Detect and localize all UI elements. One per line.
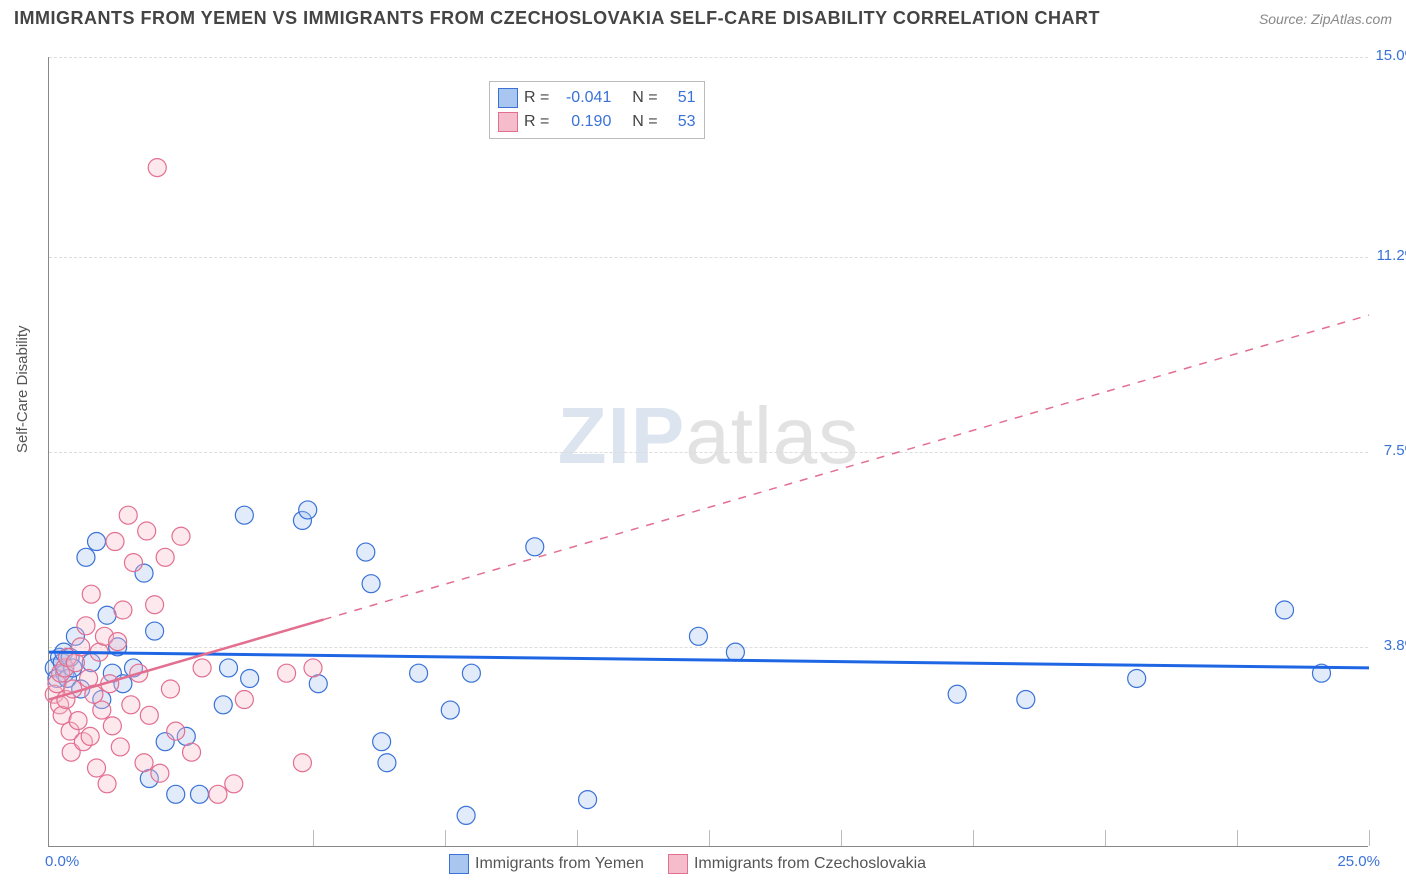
tick-v bbox=[1369, 830, 1370, 846]
data-point-czech bbox=[161, 680, 179, 698]
data-point-czech bbox=[103, 717, 121, 735]
series-legend: Immigrants from Yemen Immigrants from Cze… bbox=[449, 854, 926, 874]
data-point-czech bbox=[151, 764, 169, 782]
stat-row-yemen: R =-0.041 N = 51 bbox=[498, 86, 696, 110]
data-point-yemen bbox=[362, 575, 380, 593]
x-tick-min: 0.0% bbox=[45, 853, 79, 870]
r-label: R = bbox=[524, 110, 549, 134]
data-point-yemen bbox=[220, 659, 238, 677]
data-point-czech bbox=[209, 785, 227, 803]
data-point-yemen bbox=[373, 733, 391, 751]
data-point-czech bbox=[193, 659, 211, 677]
legend-item-czech: Immigrants from Czechoslovakia bbox=[668, 854, 926, 874]
y-axis-label: Self-Care Disability bbox=[14, 325, 31, 453]
source-label: Source: ZipAtlas.com bbox=[1259, 11, 1392, 27]
data-point-czech bbox=[167, 722, 185, 740]
r-value: 0.190 bbox=[555, 110, 611, 134]
scatter-svg bbox=[49, 57, 1368, 846]
swatch-yemen bbox=[498, 88, 518, 108]
n-label: N = bbox=[632, 110, 657, 134]
data-point-yemen bbox=[689, 627, 707, 645]
legend-item-yemen: Immigrants from Yemen bbox=[449, 854, 644, 874]
data-point-yemen bbox=[726, 643, 744, 661]
data-point-yemen bbox=[77, 548, 95, 566]
trendline-czech-dash bbox=[324, 315, 1369, 619]
data-point-czech bbox=[106, 533, 124, 551]
data-point-czech bbox=[146, 596, 164, 614]
data-point-czech bbox=[225, 775, 243, 793]
data-point-czech bbox=[98, 775, 116, 793]
r-label: R = bbox=[524, 86, 549, 110]
legend-label: Immigrants from Czechoslovakia bbox=[694, 855, 926, 873]
data-point-czech bbox=[138, 522, 156, 540]
data-point-czech bbox=[114, 601, 132, 619]
data-point-czech bbox=[77, 617, 95, 635]
data-point-czech bbox=[81, 727, 99, 745]
data-point-czech bbox=[119, 506, 137, 524]
data-point-yemen bbox=[146, 622, 164, 640]
data-point-czech bbox=[124, 554, 142, 572]
swatch-czech bbox=[498, 112, 518, 132]
data-point-yemen bbox=[948, 685, 966, 703]
data-point-czech bbox=[109, 633, 127, 651]
data-point-czech bbox=[93, 701, 111, 719]
n-value: 51 bbox=[664, 86, 696, 110]
stats-legend: R =-0.041 N = 51 R =0.190 N = 53 bbox=[489, 81, 705, 139]
data-point-yemen bbox=[526, 538, 544, 556]
swatch-yemen-icon bbox=[449, 854, 469, 874]
data-point-czech bbox=[69, 712, 87, 730]
data-point-czech bbox=[135, 754, 153, 772]
data-point-yemen bbox=[167, 785, 185, 803]
data-point-czech bbox=[148, 159, 166, 177]
data-point-yemen bbox=[441, 701, 459, 719]
y-tick-label: 15.0% bbox=[1370, 47, 1406, 64]
y-tick-label: 7.5% bbox=[1370, 442, 1406, 459]
data-point-yemen bbox=[457, 806, 475, 824]
data-point-czech bbox=[111, 738, 129, 756]
data-point-yemen bbox=[462, 664, 480, 682]
data-point-yemen bbox=[241, 669, 259, 687]
chart-title: IMMIGRANTS FROM YEMEN VS IMMIGRANTS FROM… bbox=[14, 8, 1100, 29]
legend-label: Immigrants from Yemen bbox=[475, 855, 644, 873]
y-tick-label: 11.2% bbox=[1370, 247, 1406, 264]
r-value: -0.041 bbox=[555, 86, 611, 110]
data-point-czech bbox=[82, 585, 100, 603]
data-point-czech bbox=[278, 664, 296, 682]
data-point-yemen bbox=[357, 543, 375, 561]
data-point-yemen bbox=[378, 754, 396, 772]
data-point-czech bbox=[122, 696, 140, 714]
data-point-yemen bbox=[1128, 669, 1146, 687]
swatch-czech-icon bbox=[668, 854, 688, 874]
data-point-yemen bbox=[235, 506, 253, 524]
data-point-yemen bbox=[1017, 691, 1035, 709]
data-point-czech bbox=[293, 754, 311, 772]
data-point-yemen bbox=[214, 696, 232, 714]
stat-row-czech: R =0.190 N = 53 bbox=[498, 110, 696, 134]
data-point-yemen bbox=[299, 501, 317, 519]
data-point-czech bbox=[172, 527, 190, 545]
data-point-czech bbox=[183, 743, 201, 761]
n-label: N = bbox=[632, 86, 657, 110]
data-point-czech bbox=[88, 759, 106, 777]
plot-area: ZIPatlas 3.8%7.5%11.2%15.0% R =-0.041 N … bbox=[48, 57, 1368, 847]
data-point-czech bbox=[304, 659, 322, 677]
x-tick-max: 25.0% bbox=[1337, 853, 1380, 870]
data-point-yemen bbox=[410, 664, 428, 682]
chart-container: Self-Care Disability ZIPatlas 3.8%7.5%11… bbox=[0, 33, 1406, 883]
trendline-yemen bbox=[49, 652, 1369, 668]
data-point-czech bbox=[140, 706, 158, 724]
n-value: 53 bbox=[664, 110, 696, 134]
data-point-czech bbox=[156, 548, 174, 566]
data-point-yemen bbox=[190, 785, 208, 803]
data-point-yemen bbox=[579, 791, 597, 809]
data-point-yemen bbox=[1276, 601, 1294, 619]
data-point-czech bbox=[235, 691, 253, 709]
data-point-yemen bbox=[88, 533, 106, 551]
y-tick-label: 3.8% bbox=[1370, 637, 1406, 654]
